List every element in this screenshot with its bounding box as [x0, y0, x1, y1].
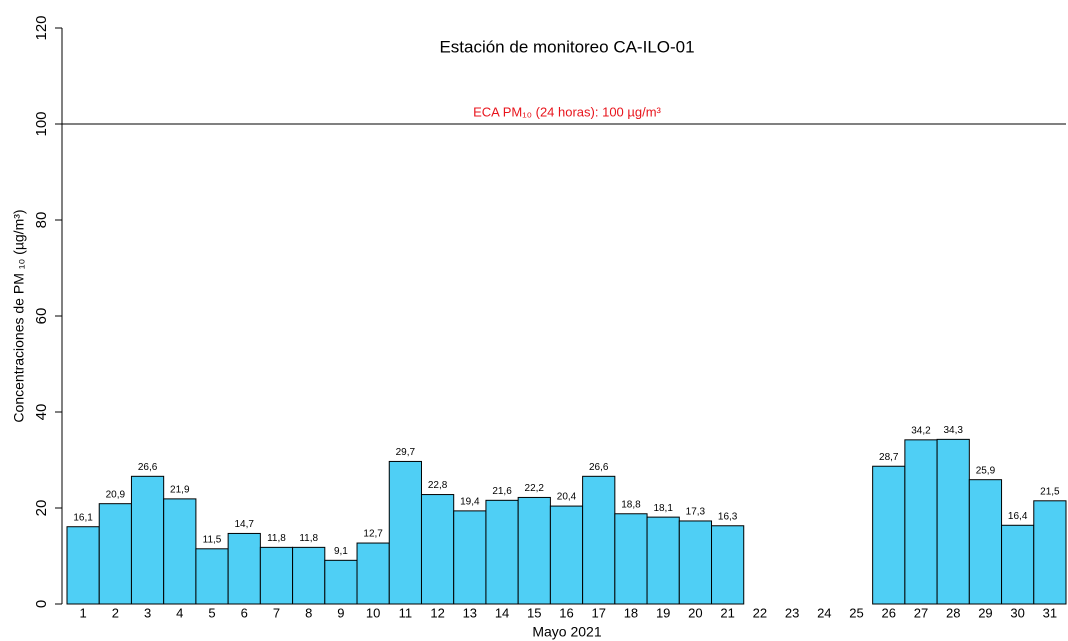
bar: [678, 520, 713, 605]
x-tick-label: 19: [656, 605, 670, 620]
x-tick-label: 10: [366, 605, 380, 620]
x-tick-label: 17: [591, 605, 605, 620]
x-tick-label: 1: [79, 605, 86, 620]
x-tick-label: 28: [946, 605, 960, 620]
value-label: 21,5: [1040, 486, 1060, 497]
value-label: 26,6: [589, 462, 609, 473]
value-label: 29,7: [396, 447, 416, 458]
value-label: 12,7: [363, 529, 383, 540]
x-tick-label: 27: [914, 605, 928, 620]
value-label: 28,7: [879, 452, 899, 463]
x-tick-label: 7: [273, 605, 280, 620]
x-tick-label: 4: [176, 605, 183, 620]
x-tick-label: 25: [849, 605, 863, 620]
value-label: 11,8: [299, 533, 318, 544]
value-label: 17,3: [686, 507, 706, 518]
x-axis-label: Mayo 2021: [532, 624, 601, 640]
value-label: 20,9: [106, 489, 126, 500]
x-tick-label: 6: [241, 605, 248, 620]
bar: [1001, 524, 1035, 605]
bar: [646, 516, 680, 605]
x-tick-label: 12: [430, 605, 444, 620]
y-tick-label: 80: [33, 212, 50, 229]
x-tick-label: 3: [144, 605, 151, 620]
x-tick-label: 22: [753, 605, 767, 620]
value-label: 18,8: [621, 499, 641, 510]
x-tick-label: 5: [208, 605, 215, 620]
bar: [904, 439, 938, 605]
x-tick-label: 21: [720, 605, 734, 620]
x-tick-label: 31: [1043, 605, 1057, 620]
x-tick-label: 20: [688, 605, 702, 620]
x-tick-label: 11: [399, 605, 413, 620]
bar: [517, 496, 551, 605]
x-tick-label: 24: [817, 605, 831, 620]
value-label: 16,4: [1008, 511, 1028, 522]
value-label: 16,3: [718, 511, 738, 522]
bar: [582, 475, 616, 605]
value-label: 26,6: [138, 462, 158, 473]
y-tick-label: 40: [33, 404, 50, 421]
value-label: 21,9: [170, 485, 190, 496]
bar: [98, 503, 132, 605]
bar: [453, 510, 487, 605]
bar: [259, 546, 294, 605]
value-label: 11,8: [267, 533, 286, 544]
value-label: 19,4: [460, 497, 480, 508]
bar: [324, 559, 358, 605]
bar: [292, 546, 326, 605]
x-tick-label: 8: [305, 605, 312, 620]
bar: [968, 479, 1003, 605]
value-label: 34,2: [911, 425, 931, 436]
x-tick-label: 13: [463, 605, 477, 620]
bar: [1033, 500, 1067, 605]
value-label: 34,3: [943, 425, 963, 436]
bar: [614, 513, 648, 605]
value-label: 11,5: [203, 534, 222, 545]
bar: [711, 525, 745, 605]
value-label: 25,9: [976, 465, 996, 476]
x-tick-label: 15: [527, 605, 541, 620]
y-tick-label: 20: [33, 500, 50, 517]
bar: [163, 498, 197, 605]
x-tick-label: 9: [337, 605, 344, 620]
bar: [227, 532, 261, 605]
value-label: 14,7: [235, 519, 255, 530]
reference-label: ECA PM₁₀ (24 horas): 100 µg/m³: [473, 104, 661, 119]
bar: [356, 542, 390, 605]
y-tick-label: 100: [33, 111, 50, 136]
x-tick-label: 16: [559, 605, 573, 620]
bar: [549, 505, 584, 605]
value-label: 16,1: [73, 512, 93, 523]
value-label: 20,4: [557, 492, 577, 503]
value-label: 22,8: [428, 480, 448, 491]
x-tick-label: 26: [882, 605, 896, 620]
bar: [485, 499, 519, 605]
bar: [195, 548, 229, 605]
x-tick-label: 18: [624, 605, 638, 620]
bar: [388, 460, 422, 605]
x-tick-label: 2: [112, 605, 119, 620]
bar: [130, 475, 165, 605]
bar: [420, 494, 455, 605]
x-tick-label: 29: [978, 605, 992, 620]
bar: [872, 465, 906, 605]
y-tick-label: 60: [33, 308, 50, 325]
y-axis-label: Concentraciones de PM ₁₀ (µg/m³): [11, 209, 27, 422]
x-tick-label: 30: [1010, 605, 1024, 620]
value-label: 22,2: [525, 483, 545, 494]
value-label: 9,1: [334, 546, 348, 557]
y-tick-label: 120: [33, 15, 50, 40]
x-tick-label: 14: [495, 605, 509, 620]
x-tick-label: 23: [785, 605, 799, 620]
value-label: 21,6: [492, 486, 512, 497]
y-tick-label: 0: [33, 600, 50, 608]
value-label: 18,1: [653, 503, 673, 514]
bar: [66, 526, 100, 605]
chart-title: Estación de monitoreo CA-ILO-01: [439, 37, 694, 56]
bar: [936, 438, 970, 605]
